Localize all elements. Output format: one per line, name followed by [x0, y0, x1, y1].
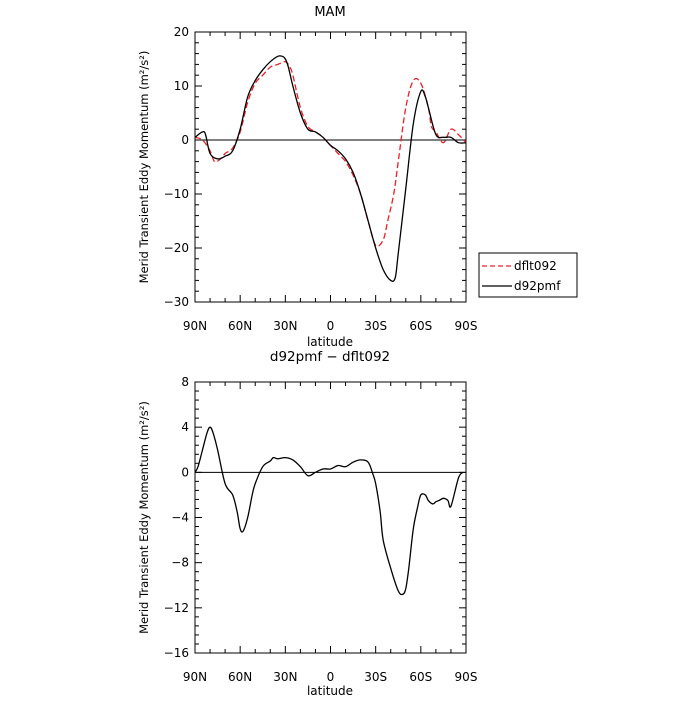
x-tick-label: 90S: [455, 319, 478, 333]
y-tick-label: −4: [171, 511, 189, 525]
plot-frame: [194, 381, 467, 654]
y-tick-label: −8: [171, 556, 189, 570]
y-tick-label: −12: [164, 601, 189, 615]
y-tick-label: 4: [181, 420, 189, 434]
y-tick-label: 0: [181, 133, 189, 147]
legend-box: [478, 252, 578, 298]
y-tick-label: 8: [181, 375, 189, 389]
y-tick-label: 0: [181, 465, 189, 479]
series-line-difference: [194, 426, 464, 596]
x-tick-label: 90N: [183, 319, 207, 333]
y-tick-label: 10: [174, 79, 189, 93]
legend-label-d92pmf: d92pmf: [514, 279, 561, 293]
y-tick-label: 20: [174, 25, 189, 39]
y-axis-label: Merid Transient Eddy Momentum (m²/s²): [137, 51, 151, 284]
plot-frame: [194, 31, 467, 303]
x-tick-label: 0: [327, 319, 335, 333]
series-line-d92pmf: [194, 55, 467, 282]
x-tick-label: 60S: [409, 670, 432, 684]
x-tick-label: 30S: [364, 319, 387, 333]
y-axis-label: Merid Transient Eddy Momentum (m²/s²): [137, 401, 151, 634]
x-tick-label: 30S: [364, 670, 387, 684]
y-tick-label: −10: [164, 187, 189, 201]
x-axis-label: latitude: [307, 335, 353, 349]
y-tick-label: −30: [164, 295, 189, 309]
legend-label-dflt092: dflt092: [514, 259, 557, 273]
x-tick-label: 60N: [228, 670, 252, 684]
y-tick-label: −20: [164, 241, 189, 255]
panel-bottom: d92pmf − dflt092 Merid Transient Eddy Mo…: [137, 349, 477, 698]
x-axis-label: latitude: [307, 684, 353, 698]
panel-top: MAM Merid Transient Eddy Momentum (m²/s²…: [137, 5, 477, 349]
x-tick-label: 30N: [273, 319, 297, 333]
chart-title: MAM: [314, 5, 345, 20]
chart-title: d92pmf − dflt092: [270, 349, 390, 365]
legend: dflt092 d92pmf: [478, 252, 578, 298]
x-tick-label: 60N: [228, 319, 252, 333]
x-tick-label: 0: [327, 670, 335, 684]
x-tick-label: 30N: [273, 670, 297, 684]
y-tick-label: −16: [164, 646, 189, 660]
x-tick-label: 60S: [409, 319, 432, 333]
series-line-dflt092: [194, 61, 467, 247]
x-tick-label: 90N: [183, 670, 207, 684]
x-tick-label: 90S: [455, 670, 478, 684]
